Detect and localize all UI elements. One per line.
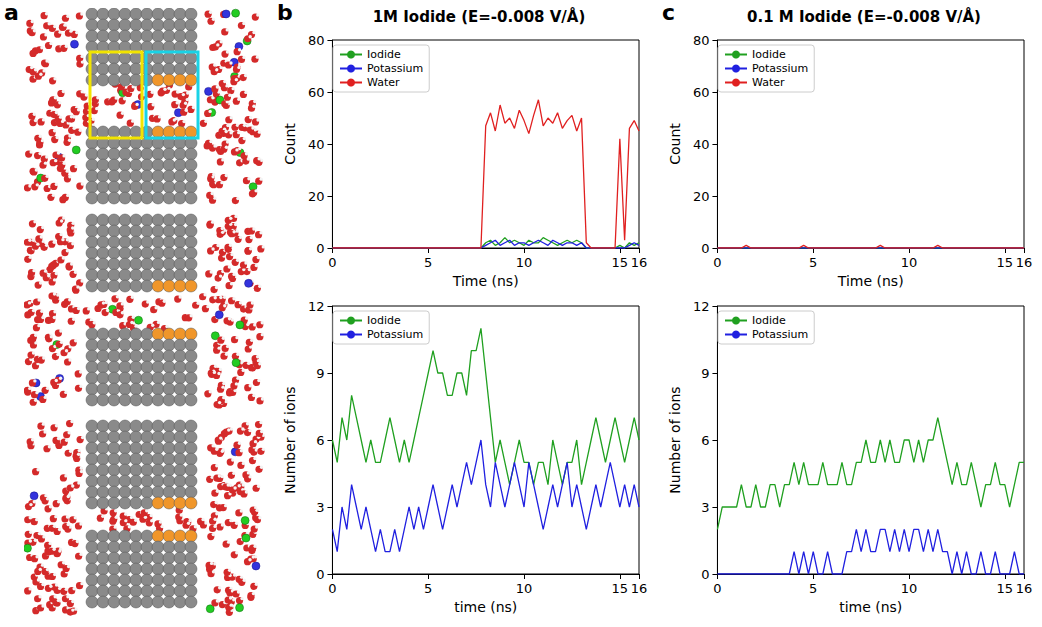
svg-text:Time (ns): Time (ns)	[837, 273, 904, 289]
svg-text:time (ns): time (ns)	[454, 599, 517, 615]
svg-text:16: 16	[631, 581, 648, 596]
svg-text:16: 16	[631, 255, 648, 270]
svg-text:20: 20	[308, 189, 325, 204]
svg-text:80: 80	[308, 33, 325, 48]
svg-text:15: 15	[997, 581, 1014, 596]
svg-text:Potassium: Potassium	[367, 328, 423, 341]
svg-text:15: 15	[612, 255, 629, 270]
svg-text:20: 20	[693, 189, 710, 204]
svg-text:0: 0	[328, 255, 336, 270]
svg-text:Iodide: Iodide	[752, 314, 786, 327]
svg-text:Iodide: Iodide	[367, 314, 401, 327]
svg-text:40: 40	[308, 137, 325, 152]
html-text:1M Iodide (E=-0.008 V/Å): 1M Iodide (E=-0.008 V/Å)	[372, 8, 586, 26]
svg-text:5: 5	[424, 255, 432, 270]
svg-text:Water: Water	[367, 76, 400, 89]
svg-text:0: 0	[701, 241, 709, 256]
svg-text:0: 0	[328, 581, 336, 596]
svg-text:12: 12	[693, 299, 710, 314]
svg-text:Water: Water	[752, 76, 785, 89]
html-text:c: c	[662, 0, 675, 25]
svg-text:10: 10	[516, 581, 533, 596]
svg-text:5: 5	[424, 581, 432, 596]
svg-text:60: 60	[308, 85, 325, 100]
svg-text:15: 15	[997, 255, 1014, 270]
html-text:a: a	[4, 0, 19, 25]
svg-text:16: 16	[1016, 255, 1033, 270]
svg-text:0: 0	[701, 567, 709, 582]
svg-text:5: 5	[809, 581, 817, 596]
svg-text:6: 6	[701, 433, 709, 448]
svg-text:6: 6	[316, 433, 324, 448]
svg-text:9: 9	[701, 366, 709, 381]
svg-text:10: 10	[516, 255, 533, 270]
svg-text:Iodide: Iodide	[367, 48, 401, 61]
svg-text:0: 0	[713, 255, 721, 270]
svg-text:10: 10	[901, 581, 918, 596]
svg-text:Potassium: Potassium	[752, 328, 808, 341]
svg-text:Potassium: Potassium	[367, 62, 423, 75]
svg-text:Count: Count	[667, 123, 683, 165]
html-text:0.1 M Iodide (E=-0.008 V/Å): 0.1 M Iodide (E=-0.008 V/Å)	[747, 8, 981, 26]
svg-text:16: 16	[1016, 581, 1033, 596]
svg-text:60: 60	[693, 85, 710, 100]
svg-text:Count: Count	[282, 123, 298, 165]
svg-text:0: 0	[316, 567, 324, 582]
svg-text:Number of ions: Number of ions	[667, 386, 683, 493]
svg-text:40: 40	[693, 137, 710, 152]
svg-text:12: 12	[308, 299, 325, 314]
svg-text:80: 80	[693, 33, 710, 48]
svg-text:Number of ions: Number of ions	[282, 386, 298, 493]
svg-text:time (ns): time (ns)	[839, 599, 902, 615]
svg-text:5: 5	[809, 255, 817, 270]
svg-text:15: 15	[612, 581, 629, 596]
svg-text:9: 9	[316, 366, 324, 381]
svg-text:3: 3	[316, 500, 324, 515]
html-text:b: b	[277, 0, 293, 25]
svg-text:Potassium: Potassium	[752, 62, 808, 75]
svg-text:10: 10	[901, 255, 918, 270]
svg-text:3: 3	[701, 500, 709, 515]
svg-text:Iodide: Iodide	[752, 48, 786, 61]
svg-text:0: 0	[316, 241, 324, 256]
svg-text:Time (ns): Time (ns)	[452, 273, 519, 289]
svg-text:0: 0	[713, 581, 721, 596]
